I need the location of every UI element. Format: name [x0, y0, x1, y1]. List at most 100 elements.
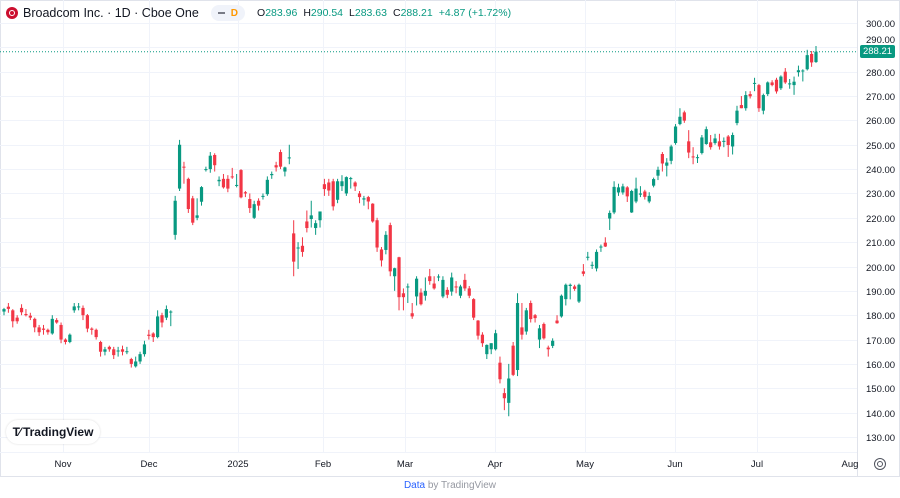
candle	[594, 249, 599, 272]
candle	[217, 176, 221, 187]
candle-body	[116, 350, 120, 352]
candle-body	[581, 271, 585, 274]
candle	[375, 217, 379, 252]
y-tick-label: 260.00	[866, 116, 895, 127]
candle-body	[436, 276, 441, 278]
candle	[397, 256, 401, 311]
candle-body	[616, 187, 621, 193]
candle-body	[450, 277, 454, 292]
data-link[interactable]: Data	[403, 480, 426, 491]
low-label: L	[349, 7, 355, 19]
candle-body	[77, 306, 81, 308]
candle-body	[458, 286, 463, 296]
candle-body	[252, 204, 256, 218]
candle-body	[472, 299, 476, 318]
candle	[213, 153, 217, 172]
tradingview-logo[interactable]: T⁄ TradingView	[6, 420, 100, 444]
candle	[28, 312, 32, 321]
candle	[476, 320, 480, 340]
price-axis[interactable]: 130.00 140.00 150.00 160.00 170.00 180.00 190.…	[866, 19, 895, 444]
candle-body	[283, 167, 287, 172]
candle	[85, 313, 89, 333]
candle	[533, 313, 537, 323]
candle-body	[230, 176, 234, 178]
candle-body	[94, 329, 98, 338]
candle-body	[173, 200, 177, 235]
symbol-title[interactable]: Broadcom Inc. · 1D · Cboe One	[23, 6, 199, 20]
candle-body	[445, 289, 449, 295]
candle	[612, 181, 616, 215]
candle-body	[621, 186, 625, 193]
candle-body	[757, 85, 761, 109]
candle	[318, 211, 322, 228]
candle	[59, 322, 63, 344]
candle-body	[335, 181, 340, 200]
grid-lines	[0, 0, 857, 452]
candle	[709, 135, 713, 150]
y-tick-label: 290.00	[866, 35, 895, 46]
candle	[801, 69, 805, 82]
candle	[371, 203, 375, 223]
candle	[485, 344, 489, 360]
candle-body	[673, 126, 678, 144]
candle-body	[726, 136, 730, 145]
candle-body	[441, 279, 445, 297]
candle-body	[752, 82, 757, 84]
candle-body	[46, 329, 50, 333]
candle-body	[678, 116, 682, 125]
candle-body	[564, 284, 568, 300]
x-tick-label: May	[576, 459, 594, 470]
candle-body	[371, 203, 375, 222]
candle	[529, 300, 533, 323]
candle	[695, 154, 700, 164]
candle	[384, 231, 388, 255]
candle-body	[169, 311, 173, 313]
x-tick-label: Nov	[55, 459, 72, 470]
candle	[393, 267, 397, 291]
candlestick-chart[interactable]: 130.00 140.00 150.00 160.00 170.00 180.00 190.…	[0, 0, 900, 478]
candle-body	[353, 182, 357, 187]
candle-body	[485, 344, 489, 355]
candle-body	[428, 276, 432, 282]
candle	[142, 340, 147, 357]
candle	[783, 68, 787, 84]
gear-icon[interactable]	[874, 458, 886, 470]
candle-body	[419, 292, 423, 305]
candle-body	[50, 318, 54, 334]
candle-body	[652, 179, 656, 186]
candle-body	[810, 53, 814, 63]
candle	[134, 356, 138, 368]
candle-body	[695, 157, 700, 159]
candle-body	[41, 328, 46, 330]
candle	[537, 324, 542, 349]
candle-body	[774, 79, 779, 92]
candle	[643, 189, 647, 200]
candle	[230, 167, 234, 179]
candles	[2, 46, 818, 417]
candle	[436, 274, 441, 282]
candle	[46, 328, 50, 335]
interval-label: D	[230, 7, 239, 19]
candle	[344, 176, 348, 196]
y-tick-label: 270.00	[866, 92, 895, 103]
candle-body	[199, 187, 204, 202]
candle-body	[331, 181, 335, 207]
candle-body	[669, 146, 673, 161]
candle-body	[120, 349, 125, 352]
time-axis[interactable]: Nov Dec 2025 Feb Mar Apr May Jun Jul Aug	[55, 459, 859, 470]
y-tick-label: 150.00	[866, 384, 895, 395]
candle	[164, 305, 168, 321]
high-label: H	[303, 7, 311, 19]
candle-body	[634, 188, 638, 202]
candle	[423, 277, 427, 301]
candle-body	[687, 141, 691, 153]
candle	[458, 284, 463, 299]
candle	[546, 345, 550, 357]
candle-body	[156, 316, 160, 338]
candle	[125, 346, 129, 355]
candle	[414, 276, 419, 306]
candle	[722, 137, 726, 148]
interval-badge[interactable]: D	[210, 5, 246, 21]
close-value: 288.21	[400, 7, 433, 19]
candle	[283, 166, 287, 177]
